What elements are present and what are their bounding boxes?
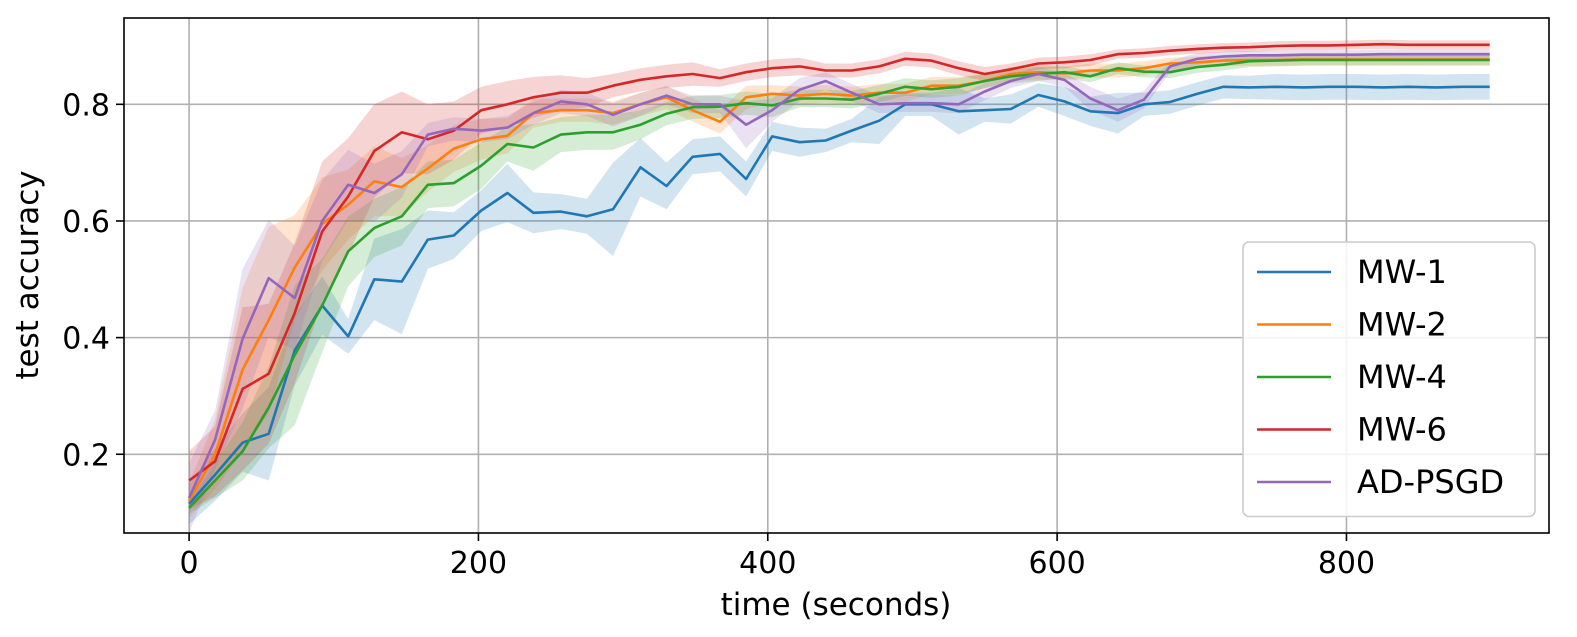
confidence-bands [189, 39, 1490, 533]
series-lines [187, 42, 1490, 509]
y-axis-label: test accuracy [10, 170, 46, 379]
band-mw-1 [189, 74, 1490, 525]
legend-box [1242, 241, 1536, 518]
y-tick-label: 0.2 [62, 438, 110, 473]
legend-label-mw-4: MW-4 [1357, 358, 1447, 396]
series-line-mw-4 [188, 58, 1490, 509]
x-tick-label: 0 [180, 546, 199, 581]
y-tick-label: 0.8 [62, 88, 110, 123]
legend-label-mw-2: MW-2 [1357, 306, 1447, 344]
series-line-ad-psgd [187, 52, 1490, 499]
axis-ticks: 0 200 400 600 800 0.2 0.4 0.6 0.8 [62, 88, 1375, 581]
series-line-mw-6 [188, 42, 1490, 482]
series-line-mw-1 [188, 85, 1490, 505]
plot-frame [123, 17, 1550, 534]
x-tick-label: 400 [739, 546, 796, 581]
x-tick-label: 600 [1028, 546, 1085, 581]
y-tick-label: 0.6 [62, 205, 110, 240]
legend-label-mw-1: MW-1 [1357, 253, 1447, 291]
x-tick-label: 200 [450, 546, 507, 581]
y-tick-label: 0.4 [62, 322, 110, 357]
x-tick-label: 800 [1318, 546, 1375, 581]
legend: MW-1 MW-2 MW-4 MW-6 AD-PSGD [1242, 241, 1536, 518]
x-axis-label: time (seconds) [721, 587, 952, 623]
legend-label-mw-6: MW-6 [1357, 411, 1447, 449]
legend-label-ad-psgd: AD-PSGD [1357, 463, 1504, 501]
